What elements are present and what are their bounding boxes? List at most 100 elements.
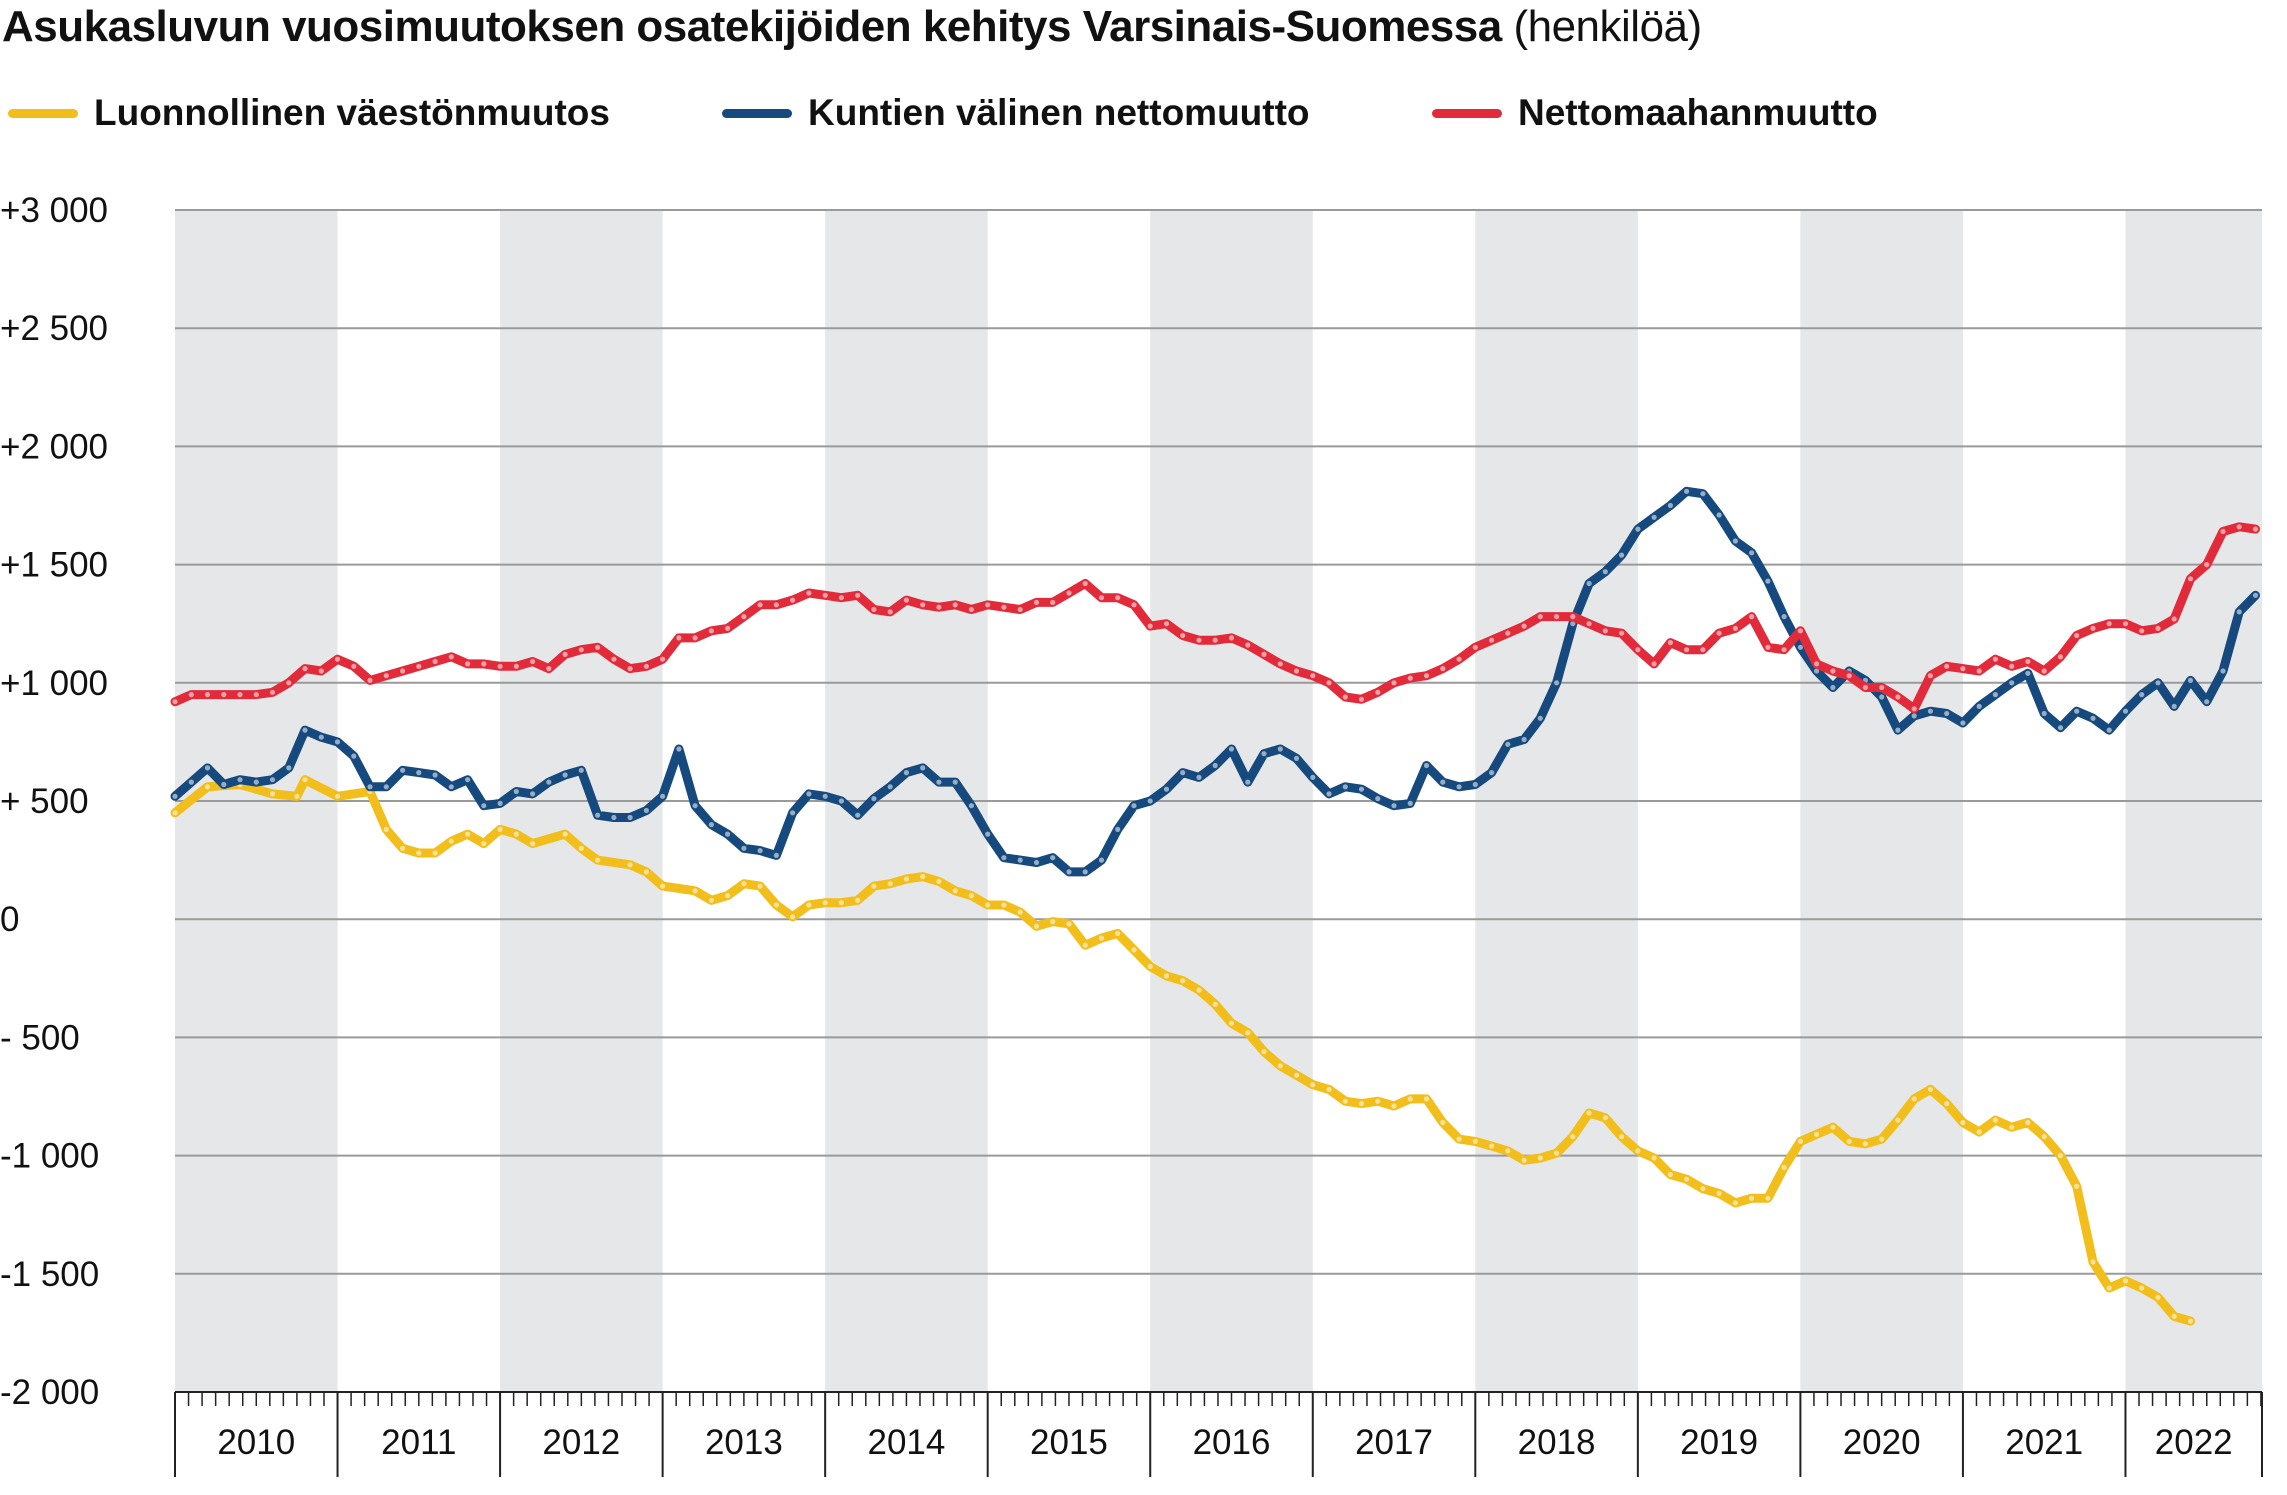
- data-point: [1050, 599, 1056, 606]
- legend-item-net-immigration: Nettomaahanmuutto: [1432, 92, 1878, 134]
- data-point: [1797, 644, 1803, 650]
- data-point: [2090, 1259, 2096, 1265]
- data-point: [1879, 1136, 1885, 1142]
- data-point: [562, 772, 568, 778]
- data-point: [465, 661, 471, 667]
- data-point: [497, 663, 503, 669]
- data-point: [1619, 630, 1625, 636]
- y-tick-label: +1 000: [0, 664, 108, 703]
- x-tick-label: 2021: [2005, 1423, 2083, 1462]
- data-point: [351, 663, 357, 669]
- data-point: [757, 883, 763, 889]
- data-point: [1147, 623, 1153, 629]
- data-point: [1521, 623, 1527, 629]
- data-point: [1196, 637, 1202, 643]
- x-tick-label: 2022: [2155, 1423, 2233, 1462]
- data-point: [1017, 909, 1023, 915]
- data-point: [1960, 666, 1966, 672]
- data-point: [1505, 1148, 1511, 1154]
- data-point: [1033, 599, 1040, 606]
- data-point: [237, 777, 243, 783]
- data-point: [1716, 512, 1722, 518]
- data-point: [595, 644, 601, 650]
- data-point: [1667, 502, 1673, 509]
- data-point: [643, 663, 650, 669]
- data-point: [1846, 1138, 1852, 1144]
- data-point: [1423, 762, 1430, 769]
- data-point: [1310, 673, 1316, 679]
- data-point: [1326, 1086, 1332, 1092]
- data-point: [1797, 1138, 1803, 1144]
- data-point: [253, 779, 259, 785]
- data-point: [513, 788, 519, 795]
- data-point: [204, 765, 211, 771]
- data-point: [692, 803, 698, 809]
- data-point: [1033, 859, 1040, 866]
- data-point: [1927, 708, 1933, 714]
- data-point: [2074, 708, 2080, 714]
- data-point: [2204, 562, 2210, 568]
- data-point: [1261, 751, 1267, 757]
- data-point: [1619, 1134, 1625, 1140]
- data-point: [1895, 727, 1901, 733]
- data-point: [643, 807, 650, 814]
- data-point: [1635, 1148, 1641, 1154]
- data-point: [1992, 656, 1998, 662]
- data-point: [660, 656, 666, 662]
- series-points-0: [172, 777, 2194, 1324]
- data-point: [660, 793, 666, 799]
- data-point: [1245, 642, 1251, 648]
- data-point: [1911, 706, 1917, 712]
- data-point: [968, 606, 975, 613]
- data-point: [1749, 550, 1755, 556]
- data-point: [1684, 1176, 1690, 1182]
- data-point: [790, 810, 796, 816]
- data-point: [1196, 774, 1202, 781]
- data-point: [1944, 1101, 1950, 1107]
- data-point: [2106, 1285, 2112, 1291]
- x-tick-label: 2019: [1680, 1423, 1758, 1462]
- data-point: [1619, 552, 1625, 558]
- data-point: [968, 893, 975, 899]
- data-point: [530, 658, 536, 665]
- data-point: [1082, 869, 1088, 875]
- data-point: [936, 779, 942, 785]
- data-point: [1944, 710, 1950, 717]
- data-point: [286, 680, 292, 686]
- data-point: [269, 777, 276, 783]
- data-point: [1017, 857, 1023, 863]
- data-point: [822, 793, 828, 799]
- data-point: [871, 796, 877, 802]
- data-point: [855, 812, 861, 818]
- data-point: [400, 668, 406, 674]
- data-point: [1098, 935, 1105, 941]
- data-point: [513, 663, 519, 669]
- data-point: [1082, 580, 1088, 587]
- data-point: [936, 878, 942, 885]
- data-point: [1098, 857, 1105, 863]
- data-point: [432, 658, 438, 665]
- data-point: [1537, 715, 1543, 721]
- data-point: [1700, 647, 1706, 653]
- data-point: [1342, 784, 1348, 790]
- data-point: [497, 800, 503, 807]
- data-point: [2041, 1134, 2047, 1140]
- data-point: [773, 852, 780, 859]
- data-point: [269, 791, 276, 797]
- data-point: [1163, 621, 1170, 627]
- data-point: [1131, 602, 1137, 608]
- data-point: [1602, 628, 1608, 634]
- data-point: [2171, 616, 2177, 622]
- data-point: [2122, 708, 2129, 714]
- data-point: [1472, 781, 1478, 788]
- data-point: [1667, 640, 1673, 646]
- data-point: [627, 666, 633, 672]
- data-point: [1651, 1155, 1657, 1161]
- data-point: [1050, 855, 1056, 861]
- data-point: [2236, 524, 2242, 530]
- data-point: [578, 647, 584, 653]
- series-points-2: [172, 524, 2259, 712]
- data-point: [562, 651, 568, 658]
- y-tick-label: +1 500: [0, 546, 108, 585]
- data-point: [708, 897, 715, 903]
